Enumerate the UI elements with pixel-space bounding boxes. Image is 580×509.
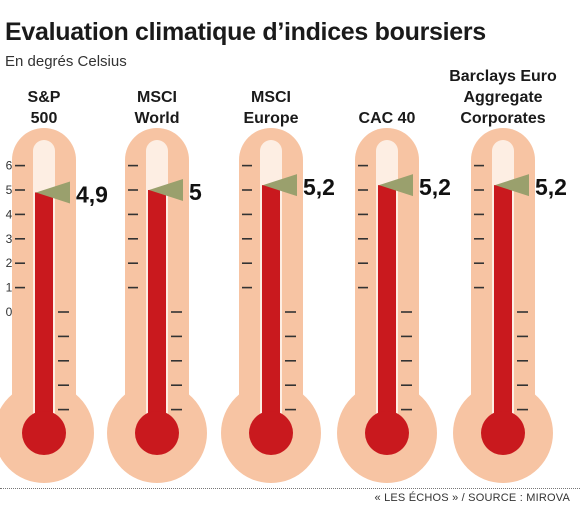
value-label: 5,2 — [419, 174, 451, 200]
mercury-column — [148, 190, 166, 433]
y-tick-label-1: 1 — [6, 281, 13, 295]
y-tick-label-0: 0 — [6, 305, 13, 319]
category-label: Aggregate — [463, 89, 542, 106]
mercury-bulb — [135, 411, 179, 455]
category-label: MSCI — [251, 89, 291, 106]
category-label: MSCI — [137, 89, 177, 106]
mercury-bulb — [365, 411, 409, 455]
mercury-column — [262, 185, 280, 433]
footer-divider — [0, 488, 580, 489]
category-label: Corporates — [460, 110, 545, 127]
mercury-column — [378, 185, 396, 433]
value-label: 5 — [189, 179, 202, 205]
value-label: 5,2 — [535, 174, 567, 200]
category-label: CAC 40 — [359, 110, 416, 127]
category-label: World — [134, 110, 179, 127]
value-label: 4,9 — [76, 181, 108, 207]
y-tick-label-5: 5 — [6, 183, 13, 197]
mercury-bulb — [481, 411, 525, 455]
y-tick-label-4: 4 — [6, 207, 13, 221]
y-tick-label-3: 3 — [6, 232, 13, 246]
chart-title: Evaluation climatique d’indices boursier… — [5, 18, 486, 46]
y-tick-label-6: 6 — [6, 159, 13, 173]
value-label: 5,2 — [303, 174, 335, 200]
value-pointer — [263, 174, 297, 197]
mercury-bulb — [22, 411, 66, 455]
value-pointer — [379, 174, 413, 197]
category-label: S&P — [28, 89, 61, 106]
value-pointer — [36, 181, 70, 204]
category-label: 500 — [31, 110, 58, 127]
mercury-column — [494, 185, 512, 433]
mercury-column — [35, 192, 53, 433]
chart-subtitle: En degrés Celsius — [5, 53, 127, 70]
value-pointer — [495, 174, 529, 197]
value-pointer — [149, 179, 183, 201]
category-label: Europe — [243, 110, 298, 127]
source-credit: « LES ÉCHOS » / SOURCE : MIROVA — [374, 492, 570, 504]
mercury-bulb — [249, 411, 293, 455]
category-label: Barclays Euro — [449, 68, 557, 85]
y-tick-label-2: 2 — [6, 256, 13, 270]
